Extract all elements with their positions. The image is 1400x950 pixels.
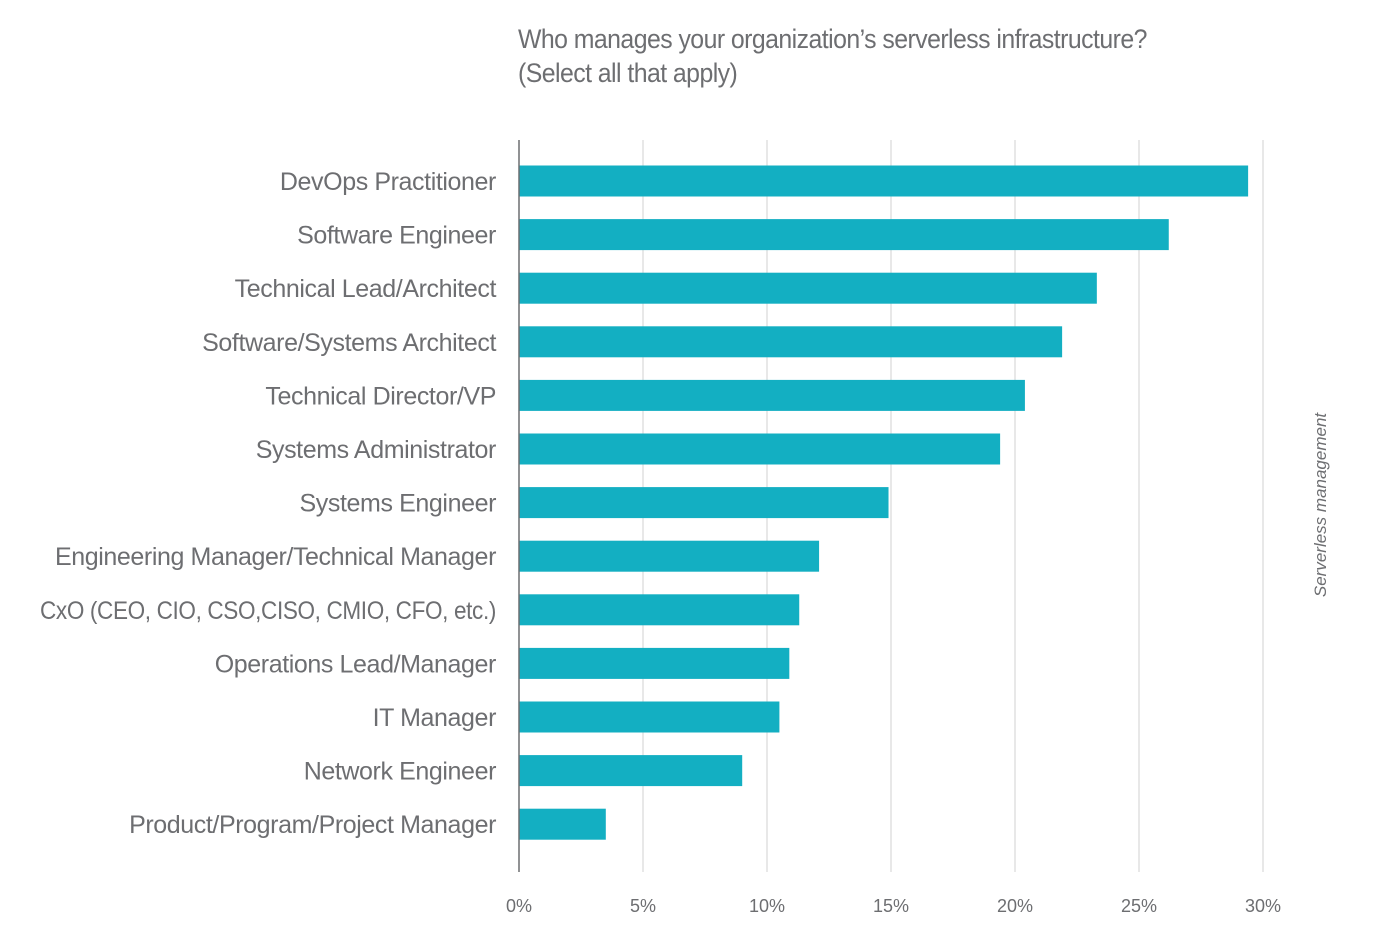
category-label: Network Engineer <box>304 758 496 786</box>
x-tick-label: 20% <box>997 896 1033 916</box>
bar <box>519 594 800 626</box>
category-label: Software Engineer <box>297 222 496 250</box>
category-label: Operations Lead/Manager <box>215 650 496 678</box>
bars <box>519 165 1249 840</box>
category-label: Product/Program/Project Manager <box>129 811 496 839</box>
bar <box>519 219 1169 251</box>
category-label: Engineering Manager/Technical Manager <box>55 543 496 571</box>
bar <box>519 379 1025 411</box>
chart-title-line-1: Who manages your organization’s serverle… <box>518 24 1147 54</box>
category-label: IT Manager <box>373 704 496 732</box>
x-tick-label: 0% <box>506 896 532 916</box>
x-tick-labels: 0% 5% 10% 15% 20% 25% 30% <box>506 896 1281 916</box>
category-label: DevOps Practitioner <box>280 168 496 196</box>
category-labels: DevOps Practitioner Software Engineer Tech… <box>40 168 497 839</box>
bar <box>519 540 820 572</box>
category-label: Systems Administrator <box>256 436 496 464</box>
bar <box>519 487 889 519</box>
category-label: Technical Lead/Architect <box>235 275 497 303</box>
bar <box>519 701 780 733</box>
x-tick-label: 15% <box>873 896 909 916</box>
category-label: Software/Systems Architect <box>202 329 496 357</box>
bar <box>519 272 1097 304</box>
x-tick-label: 10% <box>749 896 785 916</box>
bar <box>519 165 1249 197</box>
bar <box>519 433 1001 465</box>
bar <box>519 326 1063 358</box>
category-label: Systems Engineer <box>300 490 497 518</box>
x-tick-label: 25% <box>1121 896 1157 916</box>
category-label: Technical Director/VP <box>265 382 496 410</box>
x-tick-label: 5% <box>630 896 656 916</box>
bar <box>519 755 743 787</box>
bar <box>519 647 790 679</box>
chart-title: Who manages your organization’s serverle… <box>518 22 1217 90</box>
chart-title-line-2: (Select all that apply) <box>518 58 738 88</box>
bar <box>519 808 606 840</box>
x-tick-label: 30% <box>1245 896 1281 916</box>
category-label: CxO (CEO, CIO, CSO,CISO, CMIO, CFO, etc.… <box>40 597 496 625</box>
side-label: Serverless management <box>1311 412 1330 598</box>
